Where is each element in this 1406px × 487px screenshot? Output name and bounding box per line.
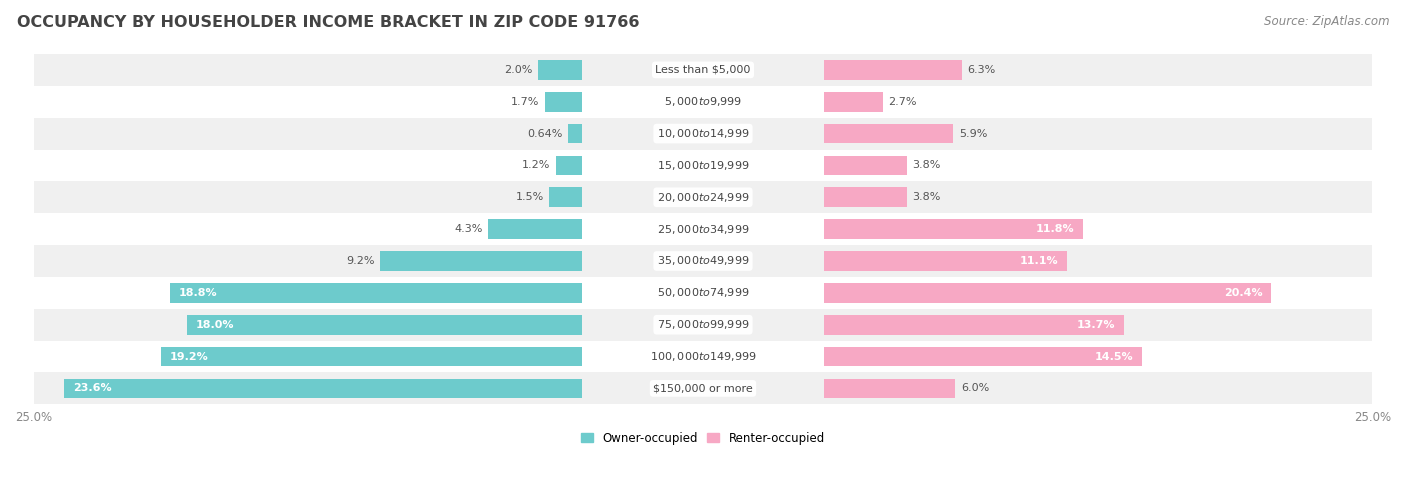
Text: Less than $5,000: Less than $5,000 [655,65,751,75]
Bar [824,155,907,175]
Text: 3.8%: 3.8% [912,192,941,202]
Text: OCCUPANCY BY HOUSEHOLDER INCOME BRACKET IN ZIP CODE 91766: OCCUPANCY BY HOUSEHOLDER INCOME BRACKET … [17,15,640,30]
Bar [824,347,1142,366]
Bar [824,60,962,80]
Text: $10,000 to $14,999: $10,000 to $14,999 [657,127,749,140]
Bar [65,378,582,398]
Bar [187,315,582,335]
Text: $50,000 to $74,999: $50,000 to $74,999 [657,286,749,300]
Bar [824,187,907,207]
Bar [824,251,1067,271]
Bar [34,277,1372,309]
Bar [34,86,1372,118]
Text: $75,000 to $99,999: $75,000 to $99,999 [657,318,749,331]
Text: 1.7%: 1.7% [512,97,540,107]
Legend: Owner-occupied, Renter-occupied: Owner-occupied, Renter-occupied [576,427,830,450]
Bar [34,309,1372,340]
Text: 11.1%: 11.1% [1019,256,1059,266]
Text: $15,000 to $19,999: $15,000 to $19,999 [657,159,749,172]
Bar [824,283,1271,303]
Bar [824,315,1125,335]
Text: 20.4%: 20.4% [1225,288,1263,298]
Text: 4.3%: 4.3% [454,224,482,234]
Bar [555,155,582,175]
Text: $20,000 to $24,999: $20,000 to $24,999 [657,191,749,204]
Text: 13.7%: 13.7% [1077,319,1115,330]
Bar [824,378,956,398]
Text: 3.8%: 3.8% [912,160,941,170]
Bar [824,92,883,112]
Bar [824,124,953,144]
Text: 11.8%: 11.8% [1035,224,1074,234]
Bar [170,283,582,303]
Text: 0.64%: 0.64% [527,129,562,139]
Text: 5.9%: 5.9% [959,129,987,139]
Bar [160,347,582,366]
Text: 23.6%: 23.6% [73,383,111,393]
Text: 2.7%: 2.7% [889,97,917,107]
Bar [34,54,1372,86]
Text: 9.2%: 9.2% [346,256,375,266]
Bar [488,219,582,239]
Bar [568,124,582,144]
Bar [34,181,1372,213]
Text: 19.2%: 19.2% [170,352,208,361]
Text: 18.0%: 18.0% [195,319,235,330]
Bar [824,219,1083,239]
Text: 18.8%: 18.8% [179,288,217,298]
Text: $100,000 to $149,999: $100,000 to $149,999 [650,350,756,363]
Text: 6.0%: 6.0% [960,383,990,393]
Bar [550,187,582,207]
Text: $5,000 to $9,999: $5,000 to $9,999 [664,95,742,108]
Bar [34,373,1372,404]
Text: 1.5%: 1.5% [516,192,544,202]
Bar [546,92,582,112]
Bar [34,213,1372,245]
Text: 1.2%: 1.2% [522,160,551,170]
Text: 14.5%: 14.5% [1094,352,1133,361]
Bar [34,340,1372,373]
Text: 6.3%: 6.3% [967,65,995,75]
Bar [34,245,1372,277]
Bar [34,118,1372,150]
Text: $25,000 to $34,999: $25,000 to $34,999 [657,223,749,236]
Text: 2.0%: 2.0% [505,65,533,75]
Text: $150,000 or more: $150,000 or more [654,383,752,393]
Bar [538,60,582,80]
Bar [381,251,582,271]
Bar [34,150,1372,181]
Text: Source: ZipAtlas.com: Source: ZipAtlas.com [1264,15,1389,28]
Text: $35,000 to $49,999: $35,000 to $49,999 [657,255,749,267]
